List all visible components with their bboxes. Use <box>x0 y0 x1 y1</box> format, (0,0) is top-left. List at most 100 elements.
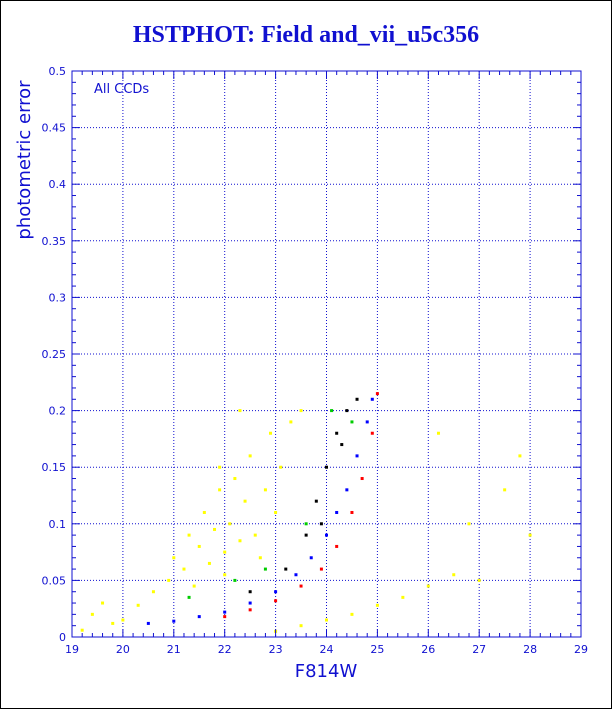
x-tick-label: 20 <box>116 643 130 656</box>
data-point <box>518 454 522 458</box>
data-point <box>269 431 273 435</box>
data-point <box>263 488 267 492</box>
data-point <box>375 392 379 396</box>
data-point <box>233 578 237 582</box>
data-point <box>279 465 283 469</box>
data-point <box>90 612 94 616</box>
data-point <box>223 573 227 577</box>
y-tick-label: 0.5 <box>49 65 67 78</box>
data-point <box>101 601 105 605</box>
grid <box>72 71 581 637</box>
y-tick-label: 0.1 <box>49 518 67 531</box>
x-tick-label: 22 <box>218 643 232 656</box>
data-point <box>330 409 334 413</box>
x-tick-label: 23 <box>269 643 283 656</box>
data-point <box>238 409 242 413</box>
x-tick-label: 29 <box>574 643 588 656</box>
x-tick-label: 24 <box>320 643 334 656</box>
data-point <box>304 522 308 526</box>
data-point <box>528 533 532 537</box>
data-point <box>355 454 359 458</box>
data-point <box>477 578 481 582</box>
y-tick-label: 0.4 <box>49 178 67 191</box>
data-point <box>350 420 354 424</box>
data-point <box>192 584 196 588</box>
y-tick-label: 0.3 <box>49 291 67 304</box>
data-point <box>121 618 125 622</box>
data-point <box>289 420 293 424</box>
data-point <box>182 567 186 571</box>
data-point <box>248 590 252 594</box>
data-point <box>274 590 278 594</box>
data-point <box>335 510 339 514</box>
data-point <box>503 488 507 492</box>
data-point <box>284 567 288 571</box>
x-tick-label: 28 <box>523 643 537 656</box>
data-point <box>238 539 242 543</box>
ticks <box>71 70 582 638</box>
y-tick-label: 0.15 <box>42 461 67 474</box>
y-tick-label: 0.25 <box>42 348 67 361</box>
data-point <box>426 584 430 588</box>
data-point <box>248 601 252 605</box>
data-point <box>314 499 318 503</box>
x-tick-labels: 19 20 21 22 23 24 25 26 27 28 29 <box>65 643 588 656</box>
data-point <box>401 595 405 599</box>
data-point <box>258 556 262 560</box>
x-tick-label: 27 <box>472 643 486 656</box>
data-point <box>350 612 354 616</box>
data-point <box>375 603 379 607</box>
data-point <box>335 431 339 435</box>
y-tick-label: 0.05 <box>42 574 67 587</box>
data-point <box>325 465 328 469</box>
data-point <box>187 595 191 599</box>
data-point <box>299 584 303 588</box>
data-point <box>197 615 201 619</box>
data-point <box>345 409 349 413</box>
data-point <box>350 510 354 514</box>
data-point <box>167 578 171 582</box>
data-point <box>151 590 155 594</box>
data-point <box>223 610 227 614</box>
y-tick-label: 0 <box>59 631 66 644</box>
data-point <box>172 619 176 623</box>
data-point <box>335 544 339 548</box>
data-point <box>233 477 237 481</box>
data-point <box>146 621 150 625</box>
annotation-text: All CCDs <box>94 82 149 97</box>
data-point <box>309 556 313 560</box>
data-point <box>452 573 456 577</box>
chart-title: HSTPHOT: Field and_vii_u5c356 <box>132 22 480 48</box>
data-point <box>218 465 222 469</box>
data-point <box>340 443 344 447</box>
data-point <box>299 409 303 413</box>
data-point <box>80 628 84 632</box>
data-points <box>80 392 532 633</box>
data-point <box>263 567 267 571</box>
x-tick-label: 21 <box>167 643 181 656</box>
data-point <box>223 615 227 619</box>
data-point <box>213 527 217 531</box>
data-point <box>319 522 323 526</box>
data-point <box>274 510 278 514</box>
data-point <box>355 397 359 401</box>
data-point <box>187 533 191 537</box>
data-point <box>436 431 440 435</box>
data-point <box>172 556 176 560</box>
data-point <box>370 397 374 401</box>
data-point <box>243 499 247 503</box>
data-point <box>253 533 257 537</box>
data-point <box>325 533 328 537</box>
data-point <box>319 567 323 571</box>
data-point <box>248 608 252 612</box>
data-point <box>111 621 115 625</box>
y-axis-label: photometric error <box>14 80 35 240</box>
data-point <box>136 603 140 607</box>
x-tick-label: 19 <box>65 643 79 656</box>
x-axis-label: F814W <box>295 661 358 682</box>
y-tick-label: 0.2 <box>49 405 67 418</box>
data-point <box>304 533 308 537</box>
data-point <box>197 544 201 548</box>
x-tick-label: 26 <box>421 643 435 656</box>
data-point <box>294 573 298 577</box>
